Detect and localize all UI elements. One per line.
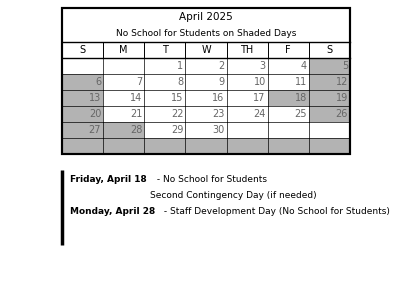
Bar bbox=[267, 138, 308, 154]
Text: No School for Students on Shaded Days: No School for Students on Shaded Days bbox=[115, 30, 295, 38]
Text: 26: 26 bbox=[335, 109, 347, 119]
Bar bbox=[62, 74, 103, 90]
Bar bbox=[62, 122, 103, 138]
Text: 20: 20 bbox=[89, 109, 101, 119]
Bar bbox=[62, 90, 103, 106]
Text: 17: 17 bbox=[253, 93, 265, 103]
Text: 18: 18 bbox=[294, 93, 306, 103]
Text: 10: 10 bbox=[253, 77, 265, 87]
Text: 8: 8 bbox=[177, 77, 183, 87]
Bar bbox=[308, 138, 349, 154]
Bar bbox=[62, 8, 349, 42]
Bar bbox=[144, 138, 185, 154]
Text: 19: 19 bbox=[335, 93, 347, 103]
Text: 12: 12 bbox=[335, 77, 347, 87]
Bar bbox=[267, 90, 308, 106]
Text: 14: 14 bbox=[130, 93, 142, 103]
Bar bbox=[62, 138, 103, 154]
Text: April 2025: April 2025 bbox=[179, 12, 232, 22]
Bar bbox=[62, 106, 103, 122]
Text: TH: TH bbox=[240, 45, 253, 55]
Bar bbox=[308, 106, 349, 122]
Bar bbox=[308, 58, 349, 74]
Text: Friday, April 18: Friday, April 18 bbox=[70, 176, 146, 184]
Text: 27: 27 bbox=[88, 125, 101, 135]
Text: 22: 22 bbox=[171, 109, 183, 119]
Bar bbox=[226, 138, 267, 154]
Text: 24: 24 bbox=[253, 109, 265, 119]
Text: S: S bbox=[79, 45, 85, 55]
Text: - No School for Students: - No School for Students bbox=[154, 176, 266, 184]
Text: T: T bbox=[162, 45, 167, 55]
Text: 29: 29 bbox=[171, 125, 183, 135]
Text: 2: 2 bbox=[218, 61, 224, 71]
Bar bbox=[308, 74, 349, 90]
Text: 5: 5 bbox=[341, 61, 347, 71]
Text: 21: 21 bbox=[130, 109, 142, 119]
Text: 30: 30 bbox=[212, 125, 224, 135]
Text: 13: 13 bbox=[89, 93, 101, 103]
Text: 15: 15 bbox=[171, 93, 183, 103]
Text: Monday, April 28: Monday, April 28 bbox=[70, 208, 155, 217]
Text: 23: 23 bbox=[212, 109, 224, 119]
Bar bbox=[308, 90, 349, 106]
Text: 3: 3 bbox=[259, 61, 265, 71]
Bar bbox=[62, 8, 349, 154]
Text: 25: 25 bbox=[294, 109, 306, 119]
Text: F: F bbox=[285, 45, 290, 55]
Text: M: M bbox=[119, 45, 128, 55]
Text: W: W bbox=[201, 45, 210, 55]
Text: 9: 9 bbox=[218, 77, 224, 87]
Text: - Staff Development Day (No School for Students): - Staff Development Day (No School for S… bbox=[161, 208, 389, 217]
Bar bbox=[103, 138, 144, 154]
Text: 7: 7 bbox=[136, 77, 142, 87]
Text: 11: 11 bbox=[294, 77, 306, 87]
Text: 6: 6 bbox=[95, 77, 101, 87]
Text: 1: 1 bbox=[177, 61, 183, 71]
Bar bbox=[62, 8, 349, 154]
Text: 16: 16 bbox=[212, 93, 224, 103]
Text: 28: 28 bbox=[130, 125, 142, 135]
Text: S: S bbox=[326, 45, 332, 55]
Text: Second Contingency Day (if needed): Second Contingency Day (if needed) bbox=[150, 192, 316, 201]
Text: 4: 4 bbox=[300, 61, 306, 71]
Bar bbox=[103, 122, 144, 138]
Bar bbox=[185, 138, 226, 154]
